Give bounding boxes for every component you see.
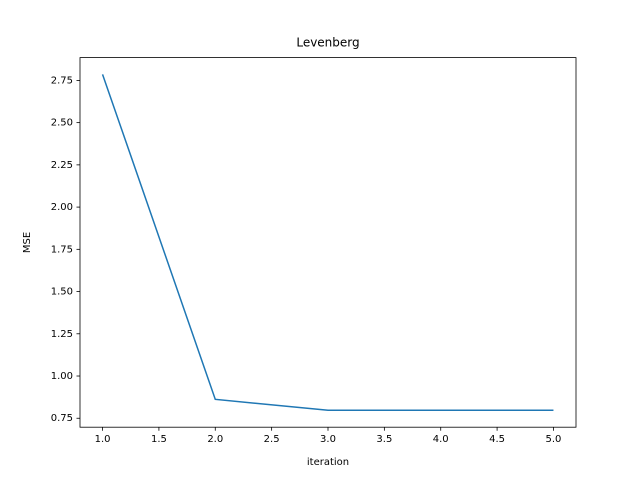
x-tick-label: 2.5 xyxy=(264,434,280,445)
y-tick-label: 0.75 xyxy=(51,413,73,424)
plot-frame xyxy=(79,57,577,428)
chart-title: Levenberg xyxy=(296,36,359,50)
y-tick-label: 1.75 xyxy=(51,244,73,255)
y-tick-label: 2.25 xyxy=(51,160,73,171)
y-tick-label: 2.00 xyxy=(51,202,73,213)
y-axis-label: MSE xyxy=(22,232,33,253)
y-tick-label: 1.25 xyxy=(51,329,73,340)
x-tick-label: 3.0 xyxy=(320,434,336,445)
x-tick-label: 4.0 xyxy=(433,434,449,445)
line xyxy=(101,74,554,412)
y-tick-label: 1.00 xyxy=(51,371,73,382)
x-tick-label: 5.0 xyxy=(546,434,562,445)
y-tick-label: 2.75 xyxy=(51,75,73,86)
x-tick-label: 1.0 xyxy=(95,434,111,445)
x-tick-label: 4.5 xyxy=(489,434,505,445)
x-tick-label: 2.0 xyxy=(207,434,223,445)
x-tick-label: 1.5 xyxy=(151,434,167,445)
x-axis-label: iteration xyxy=(307,457,349,468)
y-tick-label: 1.50 xyxy=(51,287,73,298)
y-tick-label: 2.50 xyxy=(51,118,73,129)
x-tick-label: 3.5 xyxy=(376,434,392,445)
